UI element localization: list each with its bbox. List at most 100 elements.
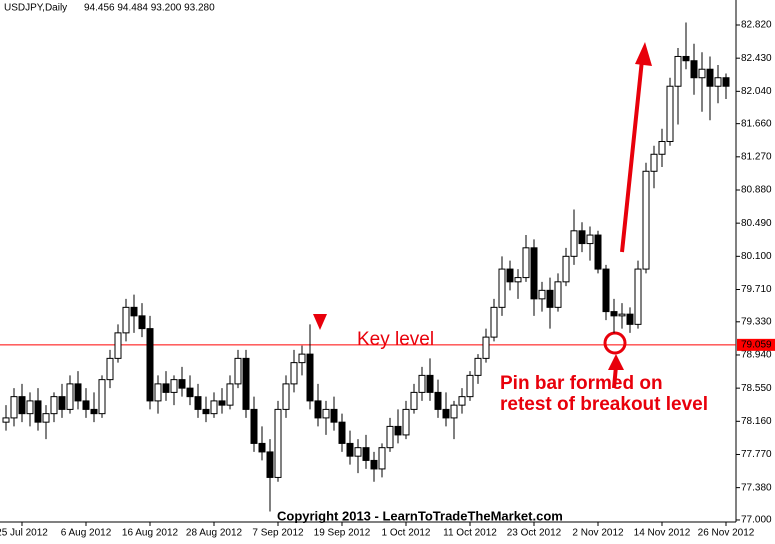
candle-body <box>362 447 370 461</box>
candle-body <box>554 281 562 308</box>
candle-body <box>626 313 634 325</box>
candle-body <box>682 55 690 62</box>
candle-body <box>106 357 114 381</box>
candle-body <box>690 60 698 79</box>
candle-body <box>714 77 722 87</box>
y-tick-label: 81.270 <box>741 151 772 162</box>
candle-body <box>250 408 258 444</box>
candle-body <box>442 408 450 419</box>
candle-body <box>602 268 610 313</box>
candle-body <box>90 408 98 415</box>
candle-body <box>178 379 186 389</box>
arrow-down <box>313 314 327 330</box>
candle-body <box>322 408 330 419</box>
candle-body <box>498 268 506 308</box>
candle-body <box>122 306 130 334</box>
annotation: retest of breakout level <box>500 394 708 415</box>
candle-body <box>186 387 194 398</box>
candle-body <box>218 400 226 406</box>
x-tick-label: 14 Nov 2012 <box>634 528 691 539</box>
candle-body <box>418 374 426 393</box>
y-tick-label: 77.380 <box>741 482 772 493</box>
candle-body <box>490 306 498 338</box>
candle-body <box>586 234 594 245</box>
annotation: Key level <box>357 329 434 350</box>
candle-body <box>170 379 178 393</box>
x-tick-label: 6 Aug 2012 <box>61 528 112 539</box>
arrow-shaft <box>620 59 644 253</box>
candle-body <box>298 353 306 364</box>
candle-body <box>570 230 578 257</box>
candle-body <box>266 451 274 478</box>
x-tick-label: 7 Sep 2012 <box>252 528 304 539</box>
candle-body <box>538 289 546 300</box>
candle-body <box>258 442 266 453</box>
y-tick-label: 82.820 <box>741 20 772 31</box>
candle-body <box>58 396 66 410</box>
copyright: Copyright 2013 - LearnToTradeTheMarket.c… <box>277 508 563 523</box>
candle-body <box>666 85 674 143</box>
candle-body <box>10 396 18 419</box>
candle-body <box>330 408 338 423</box>
candle-body <box>378 447 386 470</box>
candle-body <box>290 362 298 385</box>
candle-body <box>706 68 714 87</box>
circle-marker <box>603 331 627 355</box>
candle-body <box>130 306 138 317</box>
candle-body <box>394 425 402 436</box>
candle-body <box>410 391 418 410</box>
candle-body <box>618 313 626 317</box>
candle-body <box>162 383 170 393</box>
y-tick-label: 79.710 <box>741 284 772 295</box>
y-tick-label: 78.940 <box>741 350 772 361</box>
y-tick-label: 79.330 <box>741 316 772 327</box>
candle-body <box>66 383 74 410</box>
x-tick-label: 1 Oct 2012 <box>382 528 431 539</box>
candle-body <box>154 383 162 402</box>
candle-body <box>642 170 650 270</box>
y-tick-label: 80.100 <box>741 251 772 262</box>
candle-body <box>402 408 410 436</box>
candle-body <box>482 336 490 359</box>
candle-body <box>42 413 50 423</box>
y-tick-label: 80.880 <box>741 185 772 196</box>
candle-body <box>226 383 234 406</box>
x-tick-label: 2 Nov 2012 <box>572 528 624 539</box>
candle-body <box>18 396 26 415</box>
candle-body <box>26 400 34 415</box>
x-tick-label: 23 Oct 2012 <box>507 528 562 539</box>
y-tick-label: 78.160 <box>741 416 772 427</box>
candle-body <box>578 230 586 245</box>
candle-body <box>202 408 210 415</box>
candle-body <box>234 357 242 385</box>
candle-body <box>650 153 658 172</box>
candle-body <box>194 396 202 410</box>
candle-body <box>274 408 282 478</box>
candle-body <box>242 357 250 410</box>
arrows <box>313 42 652 389</box>
arrow-head <box>635 42 652 66</box>
candle-body <box>458 396 466 406</box>
candle-body <box>34 400 42 423</box>
y-tick-label: 80.490 <box>741 218 772 229</box>
chart-subtitle: 94.456 94.484 93.200 93.280 <box>84 3 215 14</box>
candle-body <box>474 357 482 376</box>
candle-body <box>466 374 474 398</box>
y-tick-label: 77.000 <box>741 515 772 526</box>
annotation: Pin bar formed on <box>500 373 663 394</box>
candle-body <box>658 141 666 155</box>
y-tick-label: 82.040 <box>741 86 772 97</box>
y-tick-label: 78.550 <box>741 383 772 394</box>
price-label-box <box>737 338 775 351</box>
candle-body <box>50 396 58 415</box>
candle-body <box>346 442 354 457</box>
candle-body <box>370 459 378 470</box>
price-label: 79.059 <box>741 339 772 350</box>
candle-body <box>146 328 154 402</box>
candle-body <box>98 379 106 415</box>
x-tick-label: 25 Jul 2012 <box>0 528 48 539</box>
candle-body <box>506 268 514 283</box>
candle-body <box>306 353 314 402</box>
candle-body <box>138 315 146 330</box>
